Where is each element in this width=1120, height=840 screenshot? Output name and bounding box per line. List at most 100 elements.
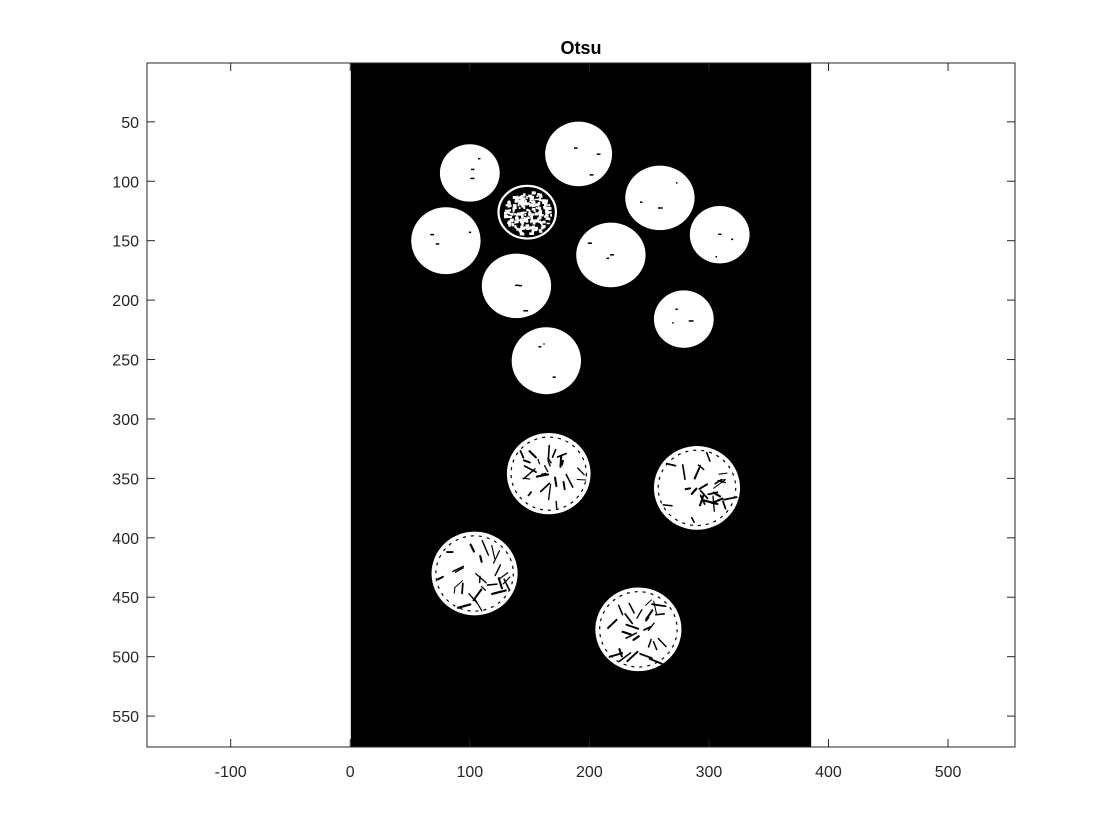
engraving-stroke [547, 483, 552, 501]
engraving-stroke [498, 572, 509, 580]
speck [515, 284, 520, 287]
y-tick-label: 250 [112, 353, 139, 370]
noise-pixel [522, 220, 525, 224]
noise-pixel [527, 202, 531, 205]
noise-pixel [516, 199, 519, 203]
axes-box [146, 62, 1016, 748]
speck [435, 243, 440, 245]
engraving-stroke [628, 602, 635, 614]
speck [468, 231, 472, 234]
engraving-stroke [632, 635, 640, 641]
coin-fill [511, 327, 581, 395]
engraving-stroke [491, 589, 507, 596]
engraving-stroke [554, 476, 558, 488]
x-tick-label: 500 [935, 764, 962, 781]
noise-pixel [520, 211, 525, 214]
noise-pixel [514, 200, 518, 203]
noise-pixel [519, 219, 521, 222]
noise-pixel [520, 227, 523, 231]
noise-pixel [529, 199, 532, 203]
noise-pixel [525, 220, 529, 223]
noise-pixel [516, 213, 518, 217]
engraving-stroke [719, 479, 726, 482]
noise-pixel [546, 204, 549, 207]
noise-pixel [532, 221, 536, 225]
engraving-stroke [537, 458, 541, 465]
noise-pixel [546, 222, 550, 225]
noise-pixel [521, 204, 525, 208]
engraving-stroke [565, 473, 574, 488]
engraving-stroke [718, 472, 728, 475]
engraving-stroke [705, 451, 711, 462]
noise-pixel [504, 209, 508, 212]
noise-pixel [548, 217, 551, 221]
noise-pixel [542, 200, 546, 205]
engraving-stroke [652, 640, 658, 651]
noise-pixel [518, 228, 521, 231]
noise-pixel [514, 220, 516, 224]
noise-pixel [539, 221, 543, 225]
noise-pixel [541, 222, 543, 226]
engraving-stroke [453, 588, 456, 594]
noise-pixel [520, 219, 523, 223]
x-tick-label: 300 [696, 764, 723, 781]
noise-pixel [528, 212, 531, 215]
noise-pixel [529, 226, 534, 230]
noise-pixel [516, 227, 519, 231]
speck [478, 157, 481, 160]
engraving-stroke [662, 504, 673, 507]
engraving-stroke [559, 455, 563, 468]
engraving-stroke [639, 652, 653, 659]
engraving-stroke [618, 648, 623, 658]
noise-pixel [544, 216, 547, 218]
noise-pixel [534, 226, 539, 230]
speck [672, 321, 674, 324]
noise-pixel [550, 213, 552, 217]
engraving-stroke [551, 448, 557, 458]
noise-pixel [532, 220, 536, 224]
engraving-stroke [617, 604, 624, 616]
engraving-stroke [480, 585, 487, 591]
y-tick-label: 300 [112, 412, 139, 429]
engraving-stroke [497, 577, 503, 590]
engraving-stroke [647, 638, 652, 648]
noise-pixel [521, 223, 524, 226]
noise-pixel [530, 213, 535, 216]
noise-pixel [522, 197, 526, 201]
speck [523, 310, 529, 312]
noise-pixel [545, 207, 548, 210]
y-tick-label: 500 [112, 650, 139, 667]
noise-pixel [503, 214, 508, 219]
engraving-stroke [519, 449, 525, 459]
engraving-stroke [697, 464, 705, 471]
noise-pixel [512, 196, 517, 200]
y-tick-label: 550 [112, 709, 139, 726]
coin-blob-6 [411, 207, 481, 275]
y-tick-label: 100 [112, 174, 139, 191]
speck [596, 153, 601, 155]
noise-pixel [507, 209, 512, 212]
noise-pixel [514, 225, 517, 229]
y-tick-label: 400 [112, 531, 139, 548]
engraving-stroke [712, 495, 716, 512]
noise-pixel [539, 230, 543, 233]
speck [675, 308, 678, 311]
noise-pixel [539, 195, 543, 198]
engraving-stroke [707, 491, 719, 496]
noise-pixel [536, 195, 539, 198]
noise-pixel [514, 213, 517, 216]
noise-pixel [531, 225, 536, 229]
speck [587, 242, 592, 244]
noise-pixel [544, 199, 549, 203]
noise-pixel [534, 212, 539, 216]
noise-pixel [542, 199, 546, 202]
noise-pixel [514, 220, 519, 223]
noise-pixel [507, 212, 510, 215]
engraving-stroke [539, 482, 551, 493]
engraving-stroke [479, 554, 483, 563]
coin-blob-13 [431, 531, 518, 616]
noise-pixel [537, 193, 540, 196]
engraving-stroke [626, 650, 639, 663]
noise-pixel [533, 209, 536, 213]
noise-pixel [518, 200, 521, 205]
